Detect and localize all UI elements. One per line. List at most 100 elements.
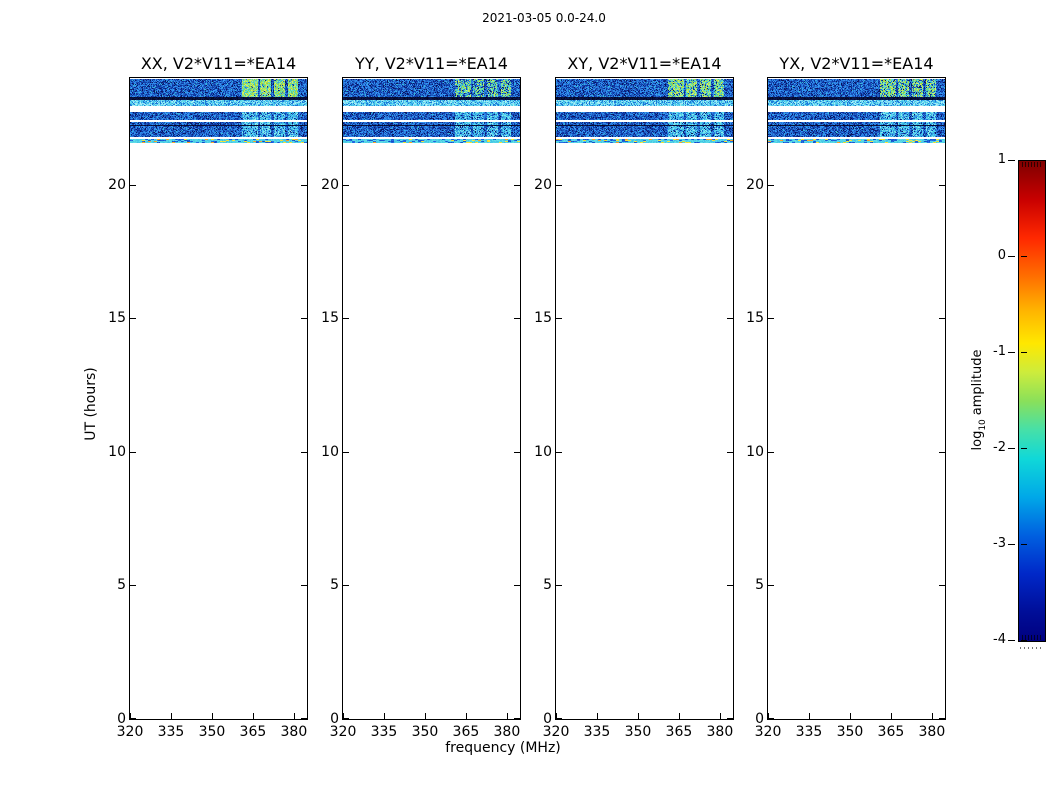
colorbar — [1018, 160, 1046, 642]
x-tick-mark — [212, 713, 213, 719]
x-tick-label: 320 — [754, 724, 782, 740]
subplot-title-xy: XY, V2*V11=*EA14 — [567, 54, 722, 73]
y-tick-label: 5 — [543, 577, 552, 594]
x-tick-mark — [343, 713, 344, 719]
x-tick-label: 350 — [411, 724, 439, 740]
colorbar-tick-mark — [1021, 544, 1027, 545]
y-tick-mark — [768, 452, 774, 453]
colorbar-gradient — [1019, 161, 1045, 641]
y-tick-label: 0 — [330, 711, 339, 727]
y-tick-mark — [514, 318, 520, 319]
x-tick-label: 350 — [624, 724, 652, 740]
y-tick-mark — [301, 585, 307, 586]
y-axis-label: UT (hours) — [83, 367, 99, 441]
x-axis-label: frequency (MHz) — [445, 740, 561, 756]
y-tick-mark — [514, 452, 520, 453]
colorbar-tick-label: -3 — [993, 536, 1006, 551]
x-tick-label: 380 — [280, 724, 308, 740]
x-tick-mark — [507, 713, 508, 719]
y-tick-mark — [727, 318, 733, 319]
y-tick-mark — [130, 585, 136, 586]
y-tick-mark — [556, 452, 562, 453]
x-tick-label: 335 — [795, 724, 823, 740]
x-tick-label: 335 — [370, 724, 398, 740]
y-tick-mark — [939, 452, 945, 453]
y-tick-label: 0 — [755, 711, 764, 727]
colorbar-tick-mark — [1008, 448, 1015, 449]
colorbar-tick-label: -2 — [993, 440, 1006, 455]
y-tick-mark — [301, 718, 307, 719]
y-tick-mark — [343, 318, 349, 319]
colorbar-tick-mark — [1008, 640, 1015, 641]
y-tick-label: 5 — [755, 577, 764, 594]
x-tick-label: 365 — [877, 724, 905, 740]
y-tick-mark — [514, 585, 520, 586]
subplot-xx — [129, 77, 308, 720]
y-tick-mark — [301, 185, 307, 186]
x-tick-mark — [850, 713, 851, 719]
colorbar-tick-mark — [1021, 352, 1027, 353]
colorbar-tick-label: -4 — [993, 632, 1006, 647]
subplot-yy — [342, 77, 521, 720]
y-tick-mark — [768, 318, 774, 319]
x-tick-label: 335 — [583, 724, 611, 740]
spectrogram-canvas-xy — [556, 78, 733, 719]
colorbar-label-subscript: 10 — [977, 419, 988, 431]
y-tick-mark — [939, 185, 945, 186]
y-tick-label: 0 — [117, 711, 126, 727]
y-tick-mark — [556, 185, 562, 186]
subplot-xy — [555, 77, 734, 720]
figure-title: 2021-03-05 0.0-24.0 — [482, 11, 606, 25]
y-tick-mark — [130, 452, 136, 453]
y-tick-mark — [727, 585, 733, 586]
y-tick-mark — [343, 185, 349, 186]
y-tick-mark — [939, 585, 945, 586]
y-tick-mark — [343, 585, 349, 586]
y-tick-mark — [301, 452, 307, 453]
x-tick-mark — [466, 713, 467, 719]
y-tick-label: 20 — [534, 176, 552, 193]
y-tick-mark — [727, 185, 733, 186]
y-tick-label: 0 — [543, 711, 552, 727]
x-tick-label: 380 — [706, 724, 734, 740]
x-tick-mark — [679, 713, 680, 719]
colorbar-tick-mark — [1008, 256, 1015, 257]
y-tick-label: 20 — [746, 176, 764, 193]
y-tick-mark — [130, 185, 136, 186]
x-tick-mark — [932, 713, 933, 719]
colorbar-extend-dots — [1020, 647, 1044, 649]
x-tick-mark — [720, 713, 721, 719]
x-tick-label: 350 — [836, 724, 864, 740]
x-tick-mark — [597, 713, 598, 719]
colorbar-tick-label: 1 — [997, 152, 1006, 167]
x-tick-label: 365 — [665, 724, 693, 740]
y-tick-mark — [768, 718, 774, 719]
x-tick-mark — [130, 713, 131, 719]
x-tick-mark — [768, 713, 769, 719]
spectrogram-canvas-yx — [768, 78, 945, 719]
y-tick-mark — [939, 318, 945, 319]
y-tick-label: 10 — [534, 443, 552, 460]
x-tick-label: 350 — [198, 724, 226, 740]
x-tick-label: 380 — [493, 724, 521, 740]
colorbar-tick-mark — [1008, 160, 1015, 161]
y-tick-mark — [343, 718, 349, 719]
y-tick-label: 15 — [108, 310, 126, 327]
y-tick-label: 15 — [534, 310, 552, 327]
x-tick-mark — [294, 713, 295, 719]
colorbar-tick-mark — [1008, 544, 1015, 545]
y-tick-label: 15 — [321, 310, 339, 327]
x-tick-label: 365 — [239, 724, 267, 740]
y-tick-mark — [130, 718, 136, 719]
y-tick-mark — [301, 318, 307, 319]
colorbar-tick-label: -1 — [993, 344, 1006, 359]
x-tick-label: 320 — [116, 724, 144, 740]
subplot-yx — [767, 77, 946, 720]
colorbar-tick-mark — [1021, 256, 1027, 257]
x-tick-mark — [171, 713, 172, 719]
y-tick-label: 5 — [330, 577, 339, 594]
y-tick-mark — [514, 718, 520, 719]
y-tick-mark — [556, 318, 562, 319]
x-tick-mark — [253, 713, 254, 719]
